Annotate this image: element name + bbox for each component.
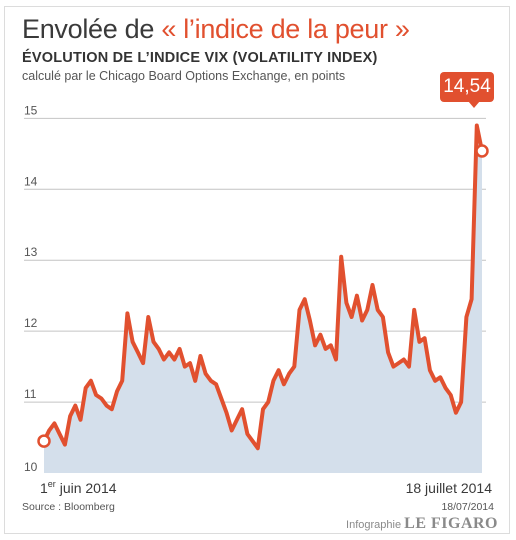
y-tick-label-10: 10 [24, 460, 38, 474]
y-tick-label-15: 15 [24, 103, 38, 117]
callout-pointer [468, 101, 480, 108]
y-tick-label-14: 14 [24, 174, 38, 188]
y-tick-label-12: 12 [24, 316, 38, 330]
credit-brand: LE FIGARO [404, 515, 498, 532]
vix-area [44, 125, 482, 473]
vix-chart: 10 11 12 13 14 15 1er juin 2014 18 juillet 201… [24, 103, 492, 496]
x-tick-label-start: 1er juin 2014 [40, 479, 117, 496]
end-point-marker [475, 144, 489, 158]
area-fill-layer [44, 125, 482, 473]
vix-line [42, 123, 484, 451]
x-axis-ticks: 1er juin 2014 18 juillet 2014 [40, 479, 492, 496]
last-value-callout: 14,54 [440, 72, 494, 102]
y-tick-label-11: 11 [24, 387, 37, 401]
x-tick-label-end: 18 juillet 2014 [406, 480, 493, 496]
y-axis-ticks: 10 11 12 13 14 15 [24, 103, 38, 474]
y-tick-label-13: 13 [24, 245, 38, 259]
chart-title: Envolée de « l’indice de la peur » [22, 14, 410, 45]
chart-note: calculé par le Chicago Board Options Exc… [22, 69, 346, 83]
title-prefix: Envolée de [22, 14, 162, 44]
chart-subtitle: ÉVOLUTION DE L’INDICE VIX (VOLATILITY IN… [22, 50, 378, 66]
source-note: Source : Bloomberg [22, 501, 115, 513]
title-accent: « l’indice de la peur » [161, 14, 410, 44]
credit-prefix: Infographie [346, 519, 405, 531]
start-point-marker [37, 434, 51, 448]
credit-line: Infographie LE FIGARO [346, 515, 498, 533]
line-layer [42, 123, 484, 451]
publication-date: 18/07/2014 [441, 501, 494, 513]
marker-layer [37, 144, 489, 448]
